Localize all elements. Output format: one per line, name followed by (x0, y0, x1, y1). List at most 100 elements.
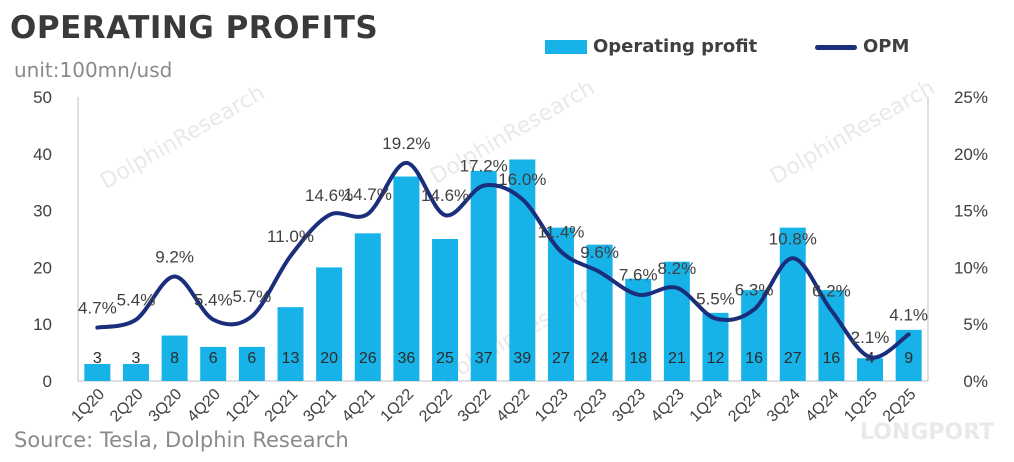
x-axis-tick-label: 4Q22 (493, 386, 533, 426)
legend-bar-label: Operating profit (593, 36, 758, 57)
bar (818, 290, 845, 381)
legend-bar-swatch (545, 40, 587, 54)
bar-value-label: 36 (398, 350, 416, 367)
legend-line-label: OPM (863, 36, 910, 57)
bar-value-label: 37 (475, 350, 493, 367)
opm-value-label: 6.2% (812, 282, 851, 301)
right-axis-tick-label: 15% (954, 202, 988, 221)
bar-value-label: 39 (513, 350, 531, 367)
bar (741, 290, 768, 381)
watermark-text: LONGPORT (860, 420, 995, 445)
opm-value-label: 9.2% (155, 247, 194, 266)
bar (779, 227, 806, 381)
opm-value-label: 11.0% (267, 227, 314, 246)
bar (509, 159, 536, 381)
opm-value-label: 5.7% (232, 287, 271, 306)
bar (238, 346, 265, 381)
opm-value-label: 5.4% (194, 291, 233, 310)
opm-value-label: 14.6% (421, 186, 469, 205)
bar (200, 346, 227, 381)
left-axis-tick-label: 0 (43, 372, 52, 391)
x-axis-tick-label: 3Q20 (146, 386, 186, 426)
x-axis-tick-label: 3Q24 (764, 386, 804, 426)
opm-value-label: 2.1% (851, 328, 890, 347)
opm-value-label: 9.6% (580, 243, 619, 262)
x-axis-tick-label: 2Q21 (262, 386, 302, 426)
bar (84, 363, 111, 381)
x-axis-tick-label: 2Q20 (107, 386, 147, 426)
bar (393, 176, 420, 381)
right-axis-tick-label: 20% (954, 145, 988, 164)
chart-unit: unit:100mn/usd (14, 58, 173, 82)
chart-source: Source: Tesla, Dolphin Research (14, 428, 349, 452)
bar-value-label: 12 (707, 350, 725, 367)
opm-value-label: 4.7% (78, 299, 117, 318)
opm-value-label: 11.4% (537, 222, 584, 241)
opm-value-label: 6.3% (735, 280, 774, 299)
x-axis-tick-label: 4Q20 (184, 386, 224, 426)
opm-value-label: 4.1% (889, 305, 928, 324)
bar-value-label: 20 (320, 350, 338, 367)
left-axis-tick-label: 10 (33, 315, 52, 334)
x-axis-tick-label: 2Q22 (416, 386, 456, 426)
bar (161, 335, 188, 381)
bar (702, 312, 729, 381)
legend-line-swatch (815, 44, 857, 50)
x-axis-tick-label: 1Q25 (841, 386, 881, 426)
bar-value-label: 3 (132, 350, 141, 367)
opm-line (95, 160, 911, 360)
opm-value-label: 14.6% (305, 186, 353, 205)
bar-value-label: 25 (436, 350, 454, 367)
bar (122, 363, 149, 381)
opm-value-label: 16.0% (498, 170, 546, 189)
opm-value-label: 17.2% (460, 157, 508, 176)
bar (316, 267, 343, 381)
opm-value-label: 19.2% (382, 134, 430, 153)
left-axis-tick-label: 50 (33, 88, 52, 107)
bar-value-label: 3 (93, 350, 102, 367)
bar-value-label: 27 (552, 350, 570, 367)
bar-value-label: 27 (784, 350, 802, 367)
x-axis-tick-label: 1Q21 (223, 386, 263, 426)
bar-value-label: 6 (209, 350, 218, 367)
bar (354, 233, 381, 381)
left-axis-tick-label: 20 (33, 258, 52, 277)
opm-value-label: 5.5% (696, 290, 735, 309)
bar (277, 307, 304, 381)
x-axis-tick-label: 3Q23 (609, 386, 649, 426)
opm-value-label: 14.7% (344, 185, 392, 204)
bar-value-label: 16 (823, 350, 841, 367)
bar-value-label: 6 (247, 350, 256, 367)
x-axis-tick-label: 4Q21 (339, 386, 379, 426)
x-axis-tick-label: 4Q24 (803, 386, 843, 426)
left-axis-tick-label: 30 (33, 202, 52, 221)
x-axis-tick-label: 2Q23 (571, 386, 611, 426)
x-axis-tick-label: 1Q24 (687, 386, 727, 426)
legend-bar: Operating profit (545, 36, 757, 57)
bar-value-label: 18 (629, 350, 647, 367)
chart-title: OPERATING PROFITS (10, 10, 379, 46)
right-axis-tick-label: 0% (963, 372, 988, 391)
bar-value-label: 16 (745, 350, 763, 367)
x-axis-tick-label: 1Q22 (378, 386, 418, 426)
right-axis-tick-label: 5% (963, 315, 988, 334)
x-axis-tick-label: 3Q22 (455, 386, 495, 426)
bar-value-label: 26 (359, 350, 377, 367)
opm-value-label: 7.6% (619, 266, 658, 285)
left-axis-tick-label: 40 (33, 145, 52, 164)
x-axis-tick-label: 2Q25 (880, 386, 920, 426)
x-axis-tick-label: 2Q24 (725, 386, 765, 426)
bar-value-label: 9 (904, 350, 913, 367)
bar (895, 329, 922, 381)
opm-value-label: 8.2% (657, 259, 696, 278)
opm-value-label: 10.8% (769, 229, 817, 248)
opm-value-label: 5.4% (117, 291, 156, 310)
bar-value-label: 21 (668, 350, 686, 367)
x-axis-tick-label: 3Q21 (300, 386, 340, 426)
right-axis-tick-label: 25% (954, 88, 988, 107)
bar-value-label: 13 (282, 350, 300, 367)
bar (663, 261, 690, 381)
legend-line: OPM (815, 36, 909, 57)
bar (470, 170, 497, 381)
